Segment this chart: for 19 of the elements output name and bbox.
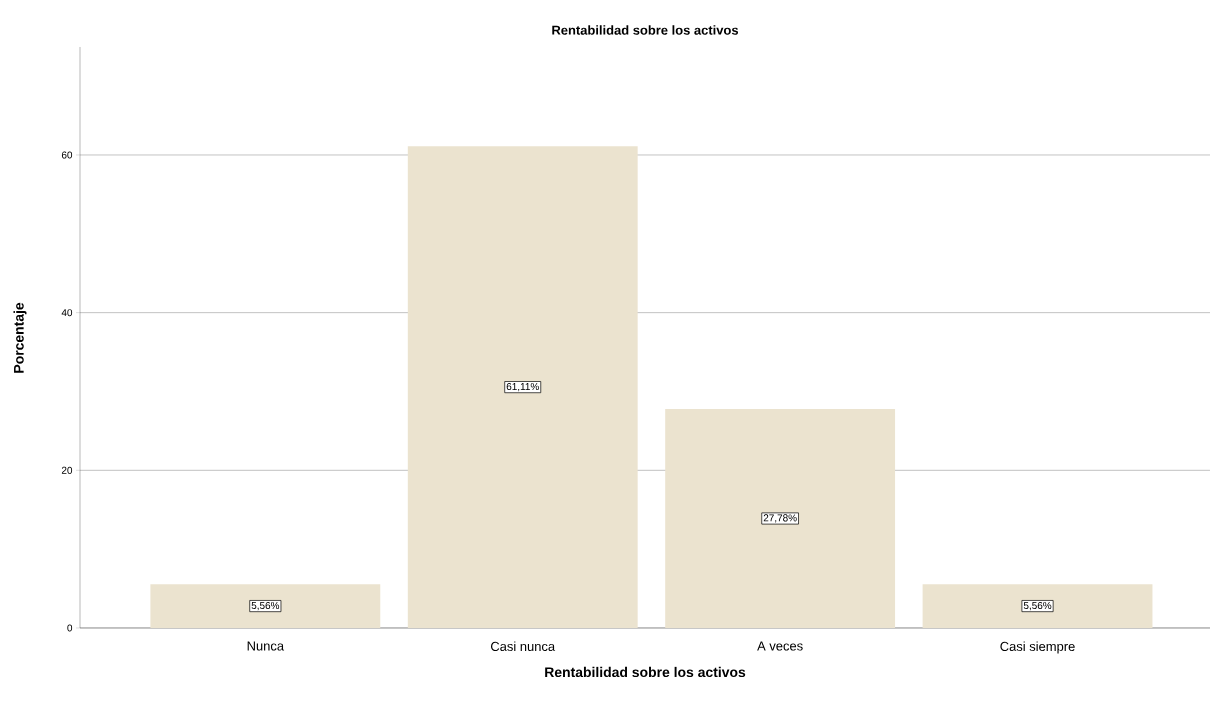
x-tick-label: Casi siempre: [1000, 641, 1075, 654]
data-label: 61,11%: [506, 382, 539, 392]
bar: [407, 146, 638, 628]
x-tick-label: Nunca: [247, 641, 285, 651]
y-tick-label: 40: [61, 309, 73, 317]
x-tick-label: A veces: [757, 641, 803, 651]
bar: [665, 408, 896, 628]
y-tick-label: 60: [61, 151, 73, 159]
data-label: 5,56%: [1023, 601, 1052, 611]
y-tick-label: 0: [67, 624, 73, 632]
x-tick-label: Casi nunca: [490, 641, 556, 652]
y-tick-label: 20: [61, 466, 73, 474]
data-label: 5,56%: [251, 601, 280, 611]
chart-title: Rentabilidad sobre los activos: [552, 25, 739, 35]
bar: [150, 584, 381, 628]
x-axis-title: Rentabilidad sobre los activos: [545, 666, 746, 678]
bar: [922, 584, 1153, 628]
y-axis-title: Porcentaje: [13, 302, 27, 373]
data-label: 27,78%: [763, 514, 797, 523]
